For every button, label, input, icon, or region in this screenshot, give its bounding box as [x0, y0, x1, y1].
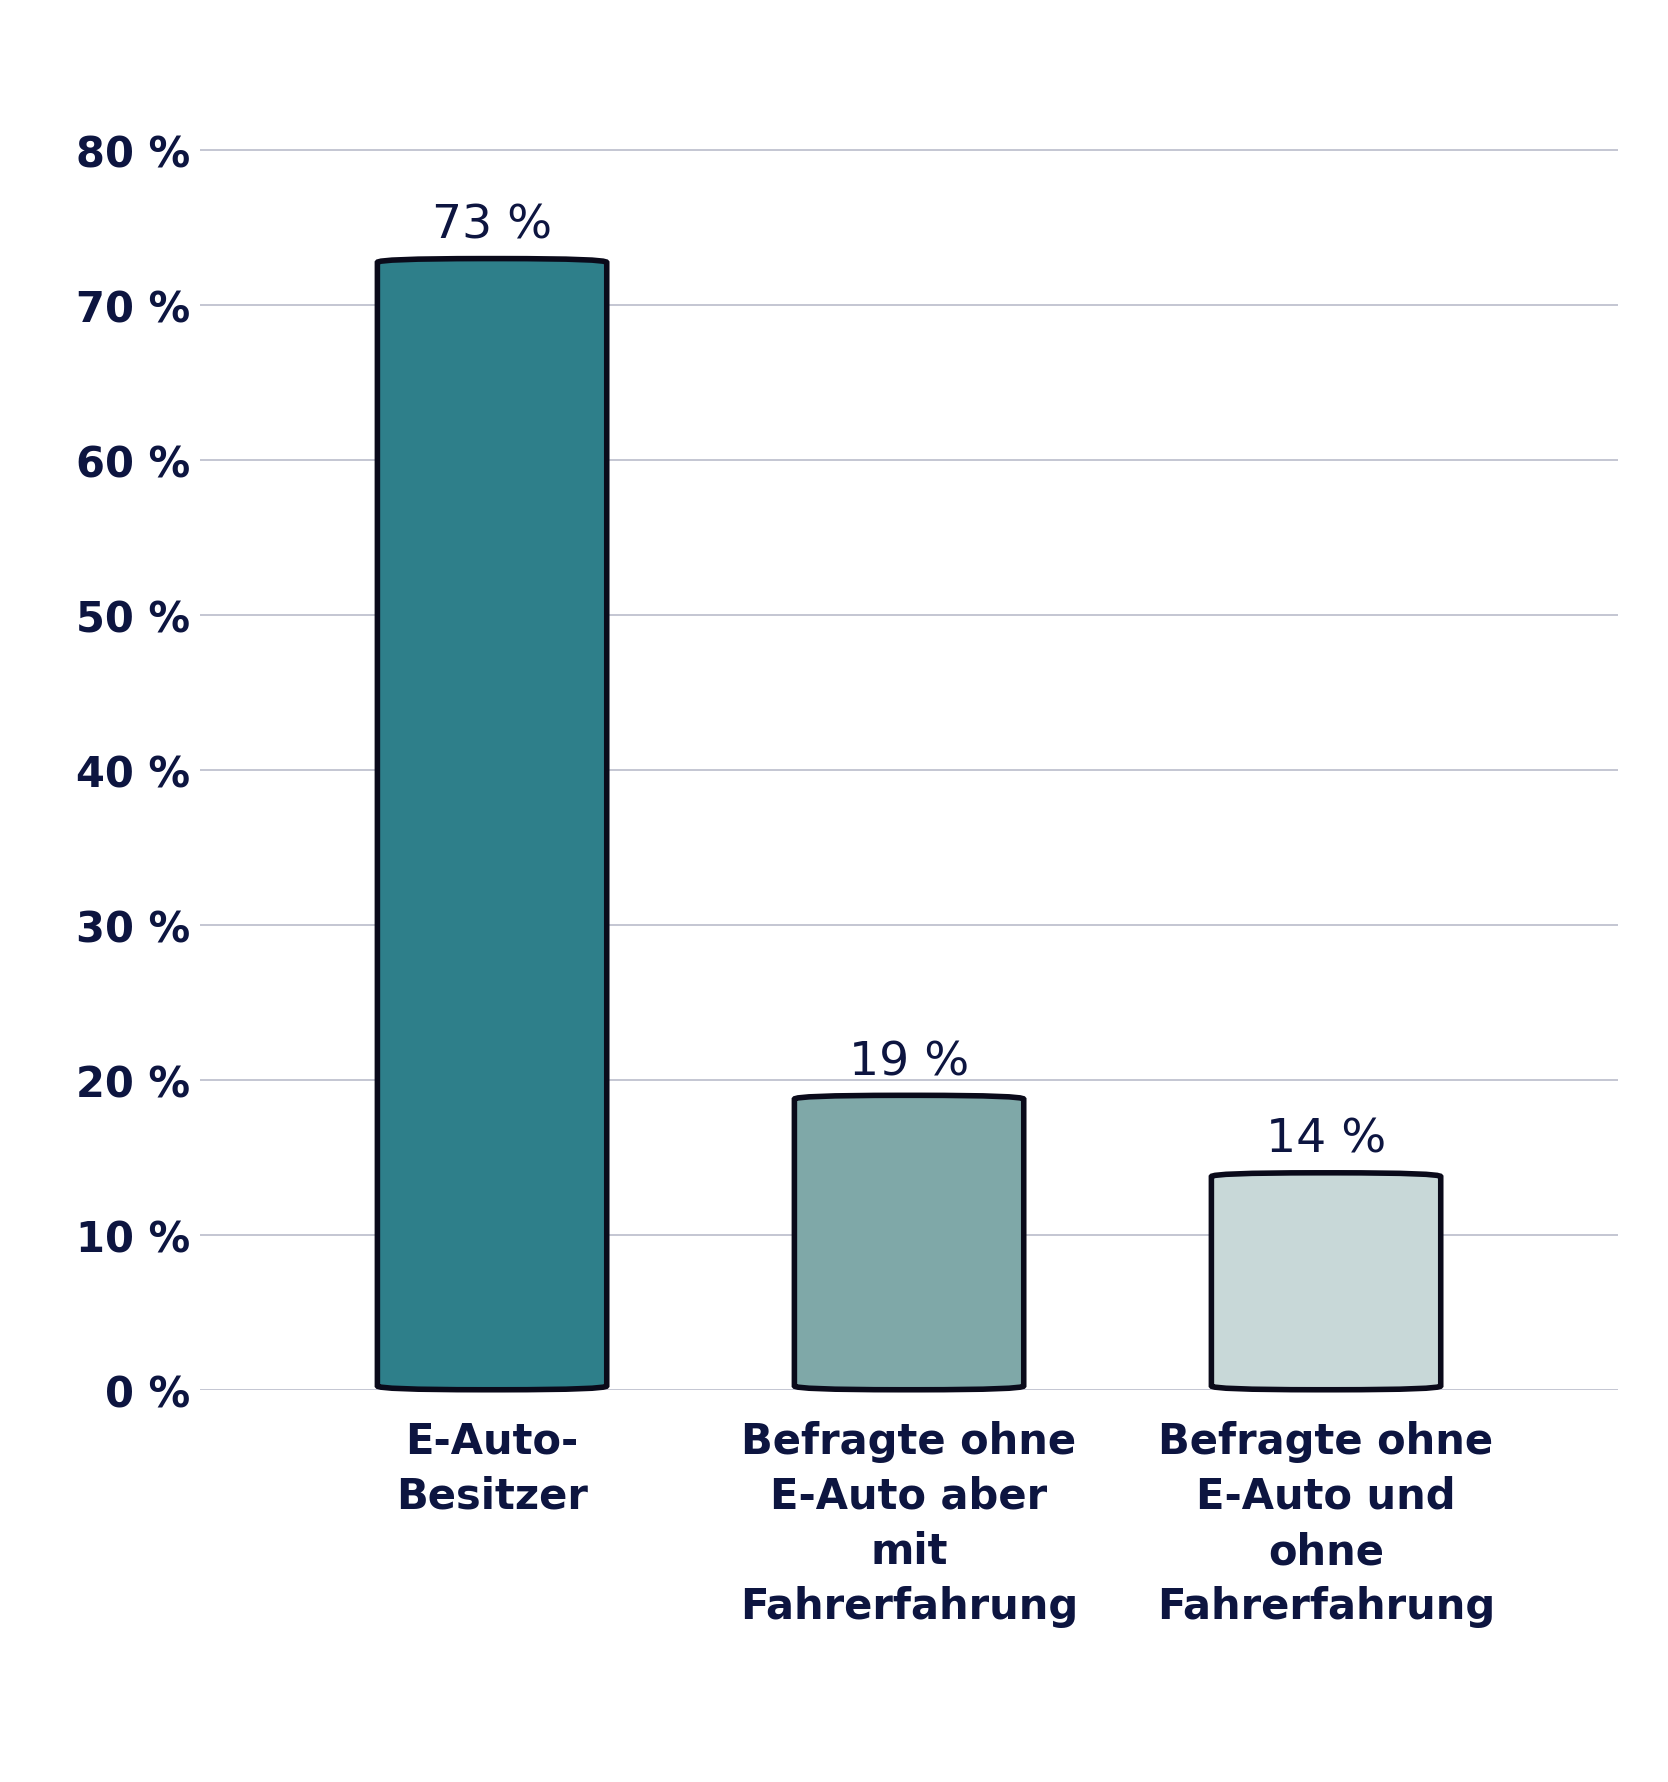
FancyBboxPatch shape [1211, 1173, 1441, 1390]
Bar [1211, 1173, 1441, 1390]
FancyBboxPatch shape [794, 1096, 1024, 1390]
Text: 73 %: 73 % [432, 203, 552, 249]
Text: 19 %: 19 % [849, 1041, 969, 1085]
Text: 14 %: 14 % [1266, 1117, 1386, 1162]
Bar [377, 260, 607, 1390]
Bar [794, 1096, 1024, 1390]
FancyBboxPatch shape [377, 260, 607, 1390]
